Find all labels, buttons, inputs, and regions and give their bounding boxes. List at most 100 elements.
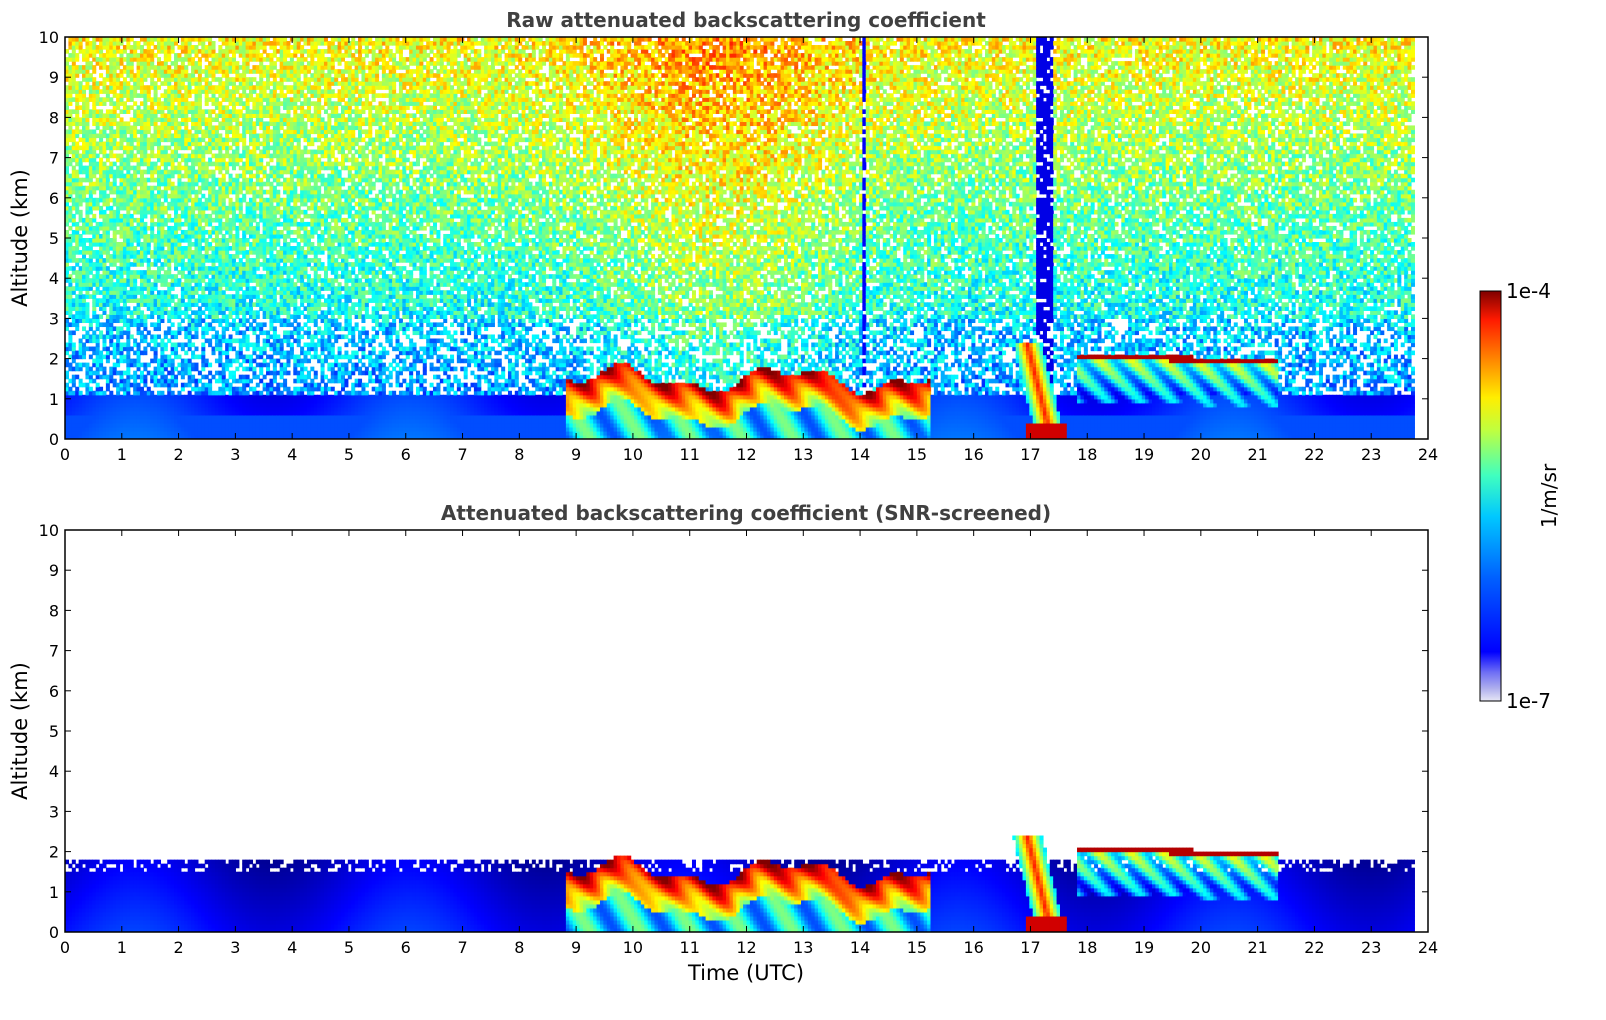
heatmap-cell [239,53,243,58]
heatmap-cell [150,105,154,110]
heatmap-cell [212,250,216,255]
heatmap-cell [123,302,127,307]
heatmap-cell [102,278,106,283]
heatmap-cell [259,254,263,259]
heatmap-cell [164,133,168,138]
heatmap-cell [82,170,86,175]
heatmap-cell [269,355,273,360]
heatmap-cell [181,194,185,199]
heatmap-cell [188,411,192,416]
heatmap-cell [120,125,124,130]
heatmap-cell [218,77,222,82]
heatmap-cell [79,238,83,243]
heatmap-cell [75,190,79,195]
heatmap-cell [123,65,127,70]
heatmap-cell [123,254,127,259]
heatmap-cell [164,375,168,380]
heatmap-cell [113,262,117,267]
heatmap-cell [106,45,110,50]
heatmap-cell [212,57,216,62]
heatmap-cell [252,238,256,243]
heatmap-cell [75,423,79,428]
heatmap-cell [215,158,219,163]
heatmap-cell [198,306,202,311]
heatmap-cell [269,117,273,122]
heatmap-cell [72,318,76,323]
heatmap-cell [143,41,147,46]
heatmap-cell [249,258,253,263]
heatmap-cell [273,431,277,436]
heatmap-cell [164,359,168,364]
heatmap-cell [252,41,256,46]
heatmap-cell [266,109,270,114]
heatmap-cell [256,246,260,251]
heatmap-cell [266,258,270,263]
heatmap-cell [205,314,209,319]
heatmap-cell [116,254,120,259]
heatmap-cell [92,330,96,335]
heatmap-cell [252,371,256,376]
heatmap-cell [130,198,134,203]
heatmap-cell [191,162,195,167]
heatmap-cell [239,214,243,219]
heatmap-cell [194,77,198,82]
heatmap-cell [201,298,205,303]
heatmap-cell [188,174,192,179]
heatmap-cell [123,194,127,199]
heatmap-cell [246,238,250,243]
heatmap-cell [212,258,216,263]
heatmap-cell [126,89,130,94]
heatmap-cell [123,250,127,255]
heatmap-cell [215,318,219,323]
heatmap-cell [232,210,236,215]
heatmap-cell [154,234,158,239]
heatmap-cell [249,121,253,126]
heatmap-cell [171,182,175,187]
heatmap-cell [171,133,175,138]
heatmap-cell [102,142,106,147]
heatmap-cell [266,282,270,287]
heatmap-cell [133,286,137,291]
heatmap-cell [137,310,141,315]
heatmap-cell [229,89,233,94]
heatmap-cell [208,174,212,179]
heatmap-cell [82,242,86,247]
heatmap-cell [68,129,72,134]
heatmap-cell [229,298,233,303]
heatmap-cell [232,154,236,159]
heatmap-cell [85,45,89,50]
heatmap-cell [85,310,89,315]
heatmap-cell [154,109,158,114]
heatmap-cell [99,150,103,155]
heatmap-cell [160,170,164,175]
heatmap-cell [188,254,192,259]
heatmap-cell [174,206,178,211]
heatmap-cell [181,371,185,376]
heatmap-cell [133,182,137,187]
heatmap-cell [154,133,158,138]
heatmap-cell [246,411,250,416]
heatmap-cell [123,150,127,155]
heatmap-cell [85,61,89,66]
heatmap-cell [181,254,185,259]
heatmap-cell [82,218,86,223]
heatmap-cell [147,73,151,78]
heatmap-cell [99,359,103,364]
heatmap-cell [215,77,219,82]
heatmap-cell [232,57,236,62]
heatmap-cell [208,302,212,307]
heatmap-cell [174,226,178,231]
heatmap-cell [246,190,250,195]
heatmap-cell [201,230,205,235]
heatmap-cell [120,310,124,315]
heatmap-cell [222,142,226,147]
heatmap-cell [140,375,144,380]
heatmap-cell [160,347,164,352]
heatmap-cell [123,234,127,239]
heatmap-cell [249,234,253,239]
heatmap-cell [232,81,236,86]
heatmap-cell [106,375,110,380]
heatmap-cell [82,186,86,191]
heatmap-cell [126,278,130,283]
heatmap-cell [242,399,246,404]
